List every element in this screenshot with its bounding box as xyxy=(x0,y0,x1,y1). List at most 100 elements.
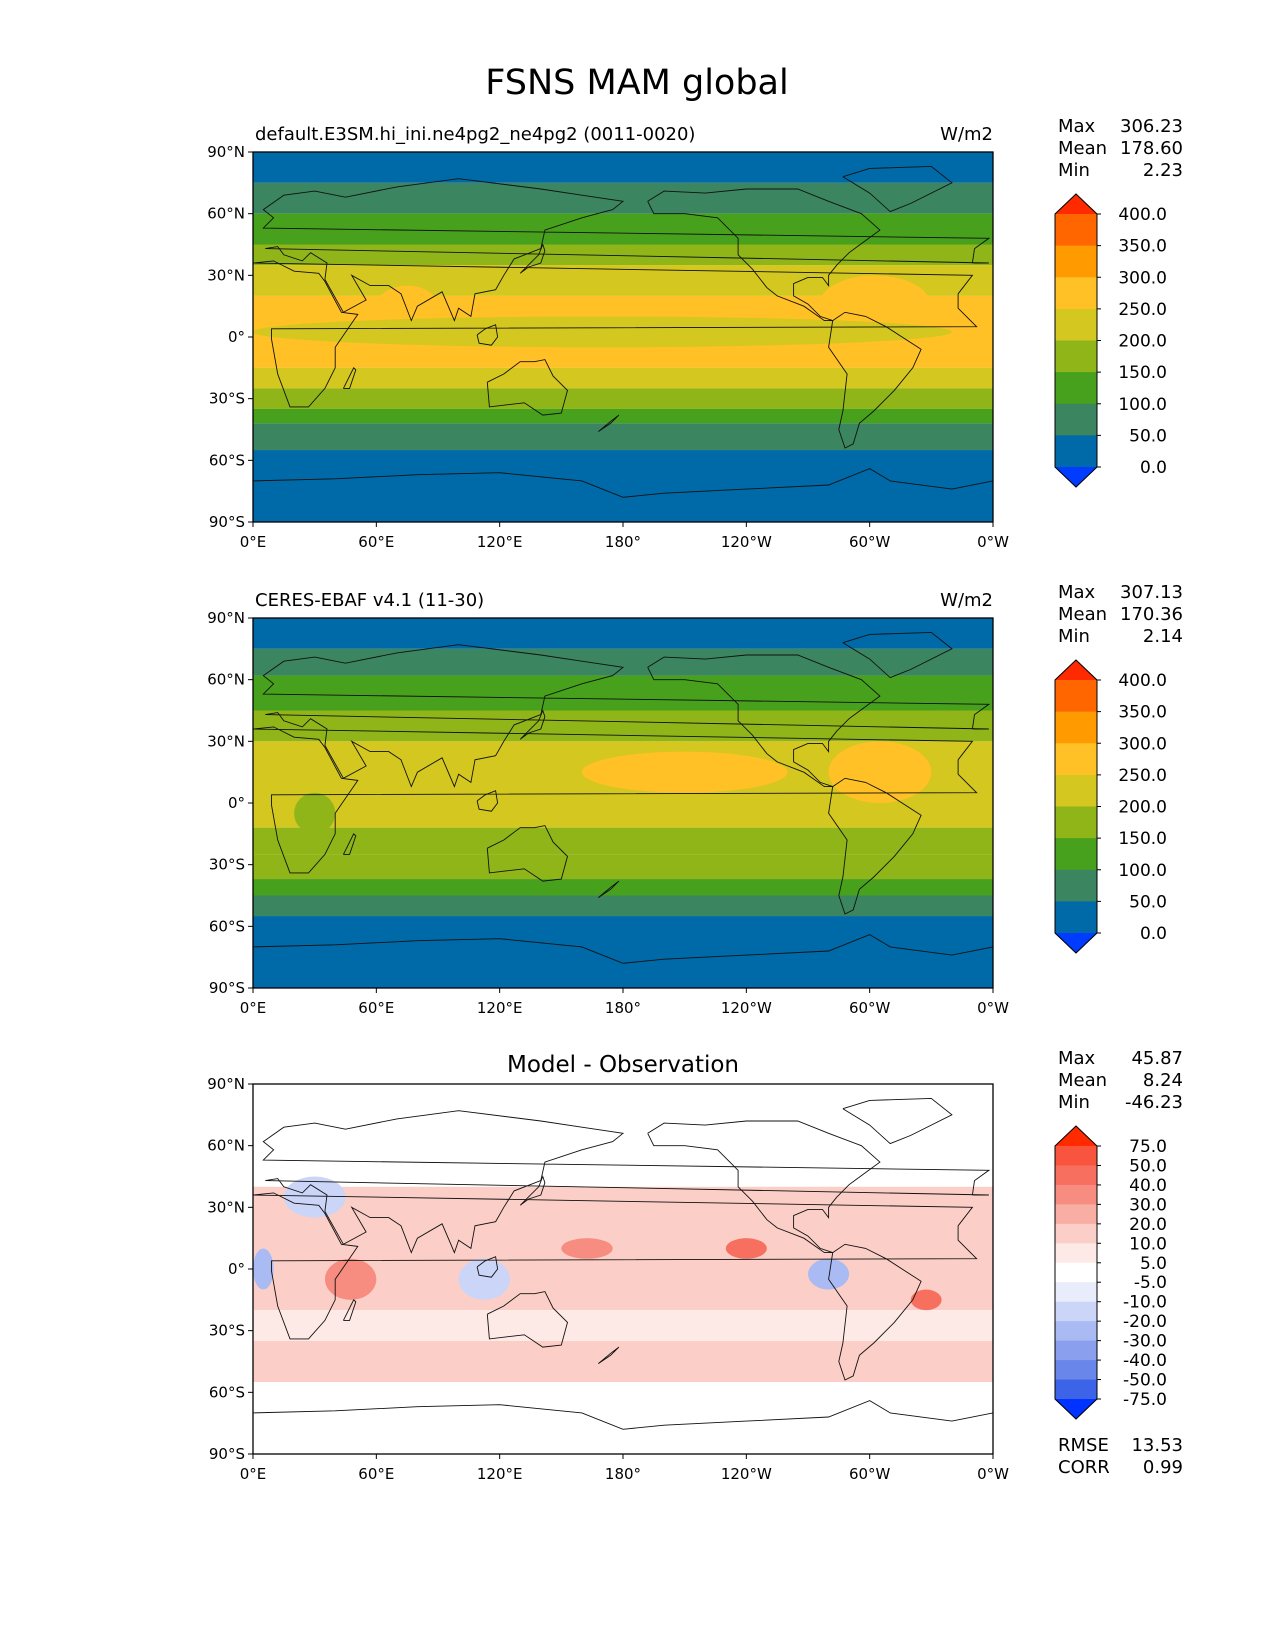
value-band xyxy=(253,675,993,711)
value-band xyxy=(253,895,993,917)
value-band xyxy=(253,879,993,896)
coastline xyxy=(476,790,499,812)
coastline xyxy=(828,311,922,449)
colorbar-segment xyxy=(1055,1399,1097,1419)
coastline xyxy=(253,1400,993,1430)
colorbar-segment xyxy=(1055,1340,1097,1361)
colorbar-label: 150.0 xyxy=(1118,363,1167,383)
colorbar-label: 300.0 xyxy=(1118,734,1167,754)
value-band xyxy=(253,182,993,214)
value-region xyxy=(376,285,438,327)
colorbar-segment xyxy=(1055,194,1097,214)
value-band xyxy=(253,1186,993,1311)
value-region xyxy=(294,792,336,834)
colorbar-label: 350.0 xyxy=(1118,237,1167,257)
colorbar-segment xyxy=(1055,1165,1097,1186)
colorbar-label: -40.0 xyxy=(1123,1351,1167,1371)
y-tick-label: 60°N xyxy=(207,1137,245,1155)
colorbar-label: -30.0 xyxy=(1123,1332,1167,1352)
y-tick-label: 30°N xyxy=(207,732,245,750)
value-band xyxy=(253,423,993,451)
x-tick-label: 120°E xyxy=(477,999,523,1017)
coastline xyxy=(598,880,620,898)
coastline xyxy=(647,188,881,322)
y-tick-label: 90°S xyxy=(209,513,245,531)
colorbar: 400.0 350.0 300.0 250.0 200.0 150.0 100.0 50.0 0… xyxy=(1054,659,1167,954)
coastline xyxy=(262,178,991,322)
panel-units: W/m2 xyxy=(940,124,993,145)
coastline xyxy=(647,654,881,788)
stat-min-value: -46.23 xyxy=(1125,1092,1183,1113)
x-tick-label: 60°W xyxy=(849,1465,891,1483)
x-tick-label: 120°W xyxy=(721,1465,772,1483)
value-region xyxy=(581,751,788,793)
colorbar-segment xyxy=(1055,901,1097,934)
coastline xyxy=(842,631,953,679)
colorbar-label: 0.0 xyxy=(1140,458,1167,478)
stat-max-value: 45.87 xyxy=(1131,1048,1183,1069)
stat-mean-value: 170.36 xyxy=(1120,604,1183,625)
colorbar-segment xyxy=(1055,277,1097,310)
x-tick-label: 0°E xyxy=(240,999,267,1017)
colorbar-label: -75.0 xyxy=(1123,1390,1167,1410)
x-tick-label: 0°E xyxy=(240,1465,267,1483)
value-region xyxy=(253,316,952,348)
y-tick-label: 60°N xyxy=(207,205,245,223)
value-band xyxy=(253,152,993,183)
coastline xyxy=(253,726,978,874)
x-tick-label: 180° xyxy=(605,1465,641,1483)
x-tick-label: 0°W xyxy=(977,999,1009,1017)
value-region xyxy=(828,741,932,804)
colorbar-segment xyxy=(1055,806,1097,839)
value-band xyxy=(253,1382,993,1454)
stat-max-label: Max xyxy=(1058,582,1096,603)
x-tick-label: 60°E xyxy=(358,533,394,551)
colorbar-label: 100.0 xyxy=(1118,861,1167,881)
coastline xyxy=(828,777,922,915)
x-tick-label: 60°E xyxy=(358,1465,394,1483)
coastline xyxy=(598,414,620,432)
colorbar-segment xyxy=(1055,743,1097,776)
colorbar-label: -20.0 xyxy=(1123,1312,1167,1332)
x-tick-label: 60°W xyxy=(849,999,891,1017)
stat-mean-label: Mean xyxy=(1058,604,1107,625)
colorbar-label: 30.0 xyxy=(1129,1195,1167,1215)
stat-corr-value: 0.99 xyxy=(1143,1457,1183,1478)
value-region xyxy=(808,1258,850,1290)
value-band xyxy=(253,1340,993,1383)
y-tick-label: 30°N xyxy=(207,1198,245,1216)
colorbar-label: -10.0 xyxy=(1123,1293,1167,1313)
coastline xyxy=(519,709,546,740)
x-tick-label: 60°W xyxy=(849,533,891,551)
colorbar-label: 350.0 xyxy=(1118,703,1167,723)
colorbar-segment xyxy=(1055,1126,1097,1146)
y-tick-label: 0° xyxy=(228,328,245,346)
map-field xyxy=(253,152,993,522)
value-region xyxy=(725,1238,767,1259)
colorbar-segment xyxy=(1055,372,1097,405)
value-region xyxy=(458,1258,510,1300)
coastline xyxy=(486,1291,569,1348)
stat-min-value: 2.14 xyxy=(1143,626,1183,647)
value-band xyxy=(253,854,993,880)
stat-min-label: Min xyxy=(1058,160,1090,181)
colorbar-label: 0.0 xyxy=(1140,924,1167,944)
colorbar-label: 100.0 xyxy=(1118,395,1167,415)
stat-min-label: Min xyxy=(1058,626,1090,647)
colorbar-segment xyxy=(1055,869,1097,902)
colorbar-segment xyxy=(1055,340,1097,373)
coastline xyxy=(262,1110,991,1254)
colorbar-segment xyxy=(1055,1301,1097,1322)
map-panel: Model - Observation 0°E 60°E 120°E 180° 120°W… xyxy=(207,1048,1183,1483)
colorbar-label: 10.0 xyxy=(1129,1234,1167,1254)
coastline xyxy=(253,260,978,408)
colorbar-segment xyxy=(1055,1146,1097,1166)
colorbar: 75.050.040.030.020.010.05.0-5.0-10.0-20.… xyxy=(1054,1125,1167,1420)
y-tick-label: 0° xyxy=(228,794,245,812)
map-field xyxy=(253,1084,993,1454)
y-tick-label: 60°S xyxy=(209,1383,245,1401)
panel-title: Model - Observation xyxy=(507,1052,739,1078)
coastline xyxy=(253,934,993,964)
stat-min-value: 2.23 xyxy=(1143,160,1183,181)
